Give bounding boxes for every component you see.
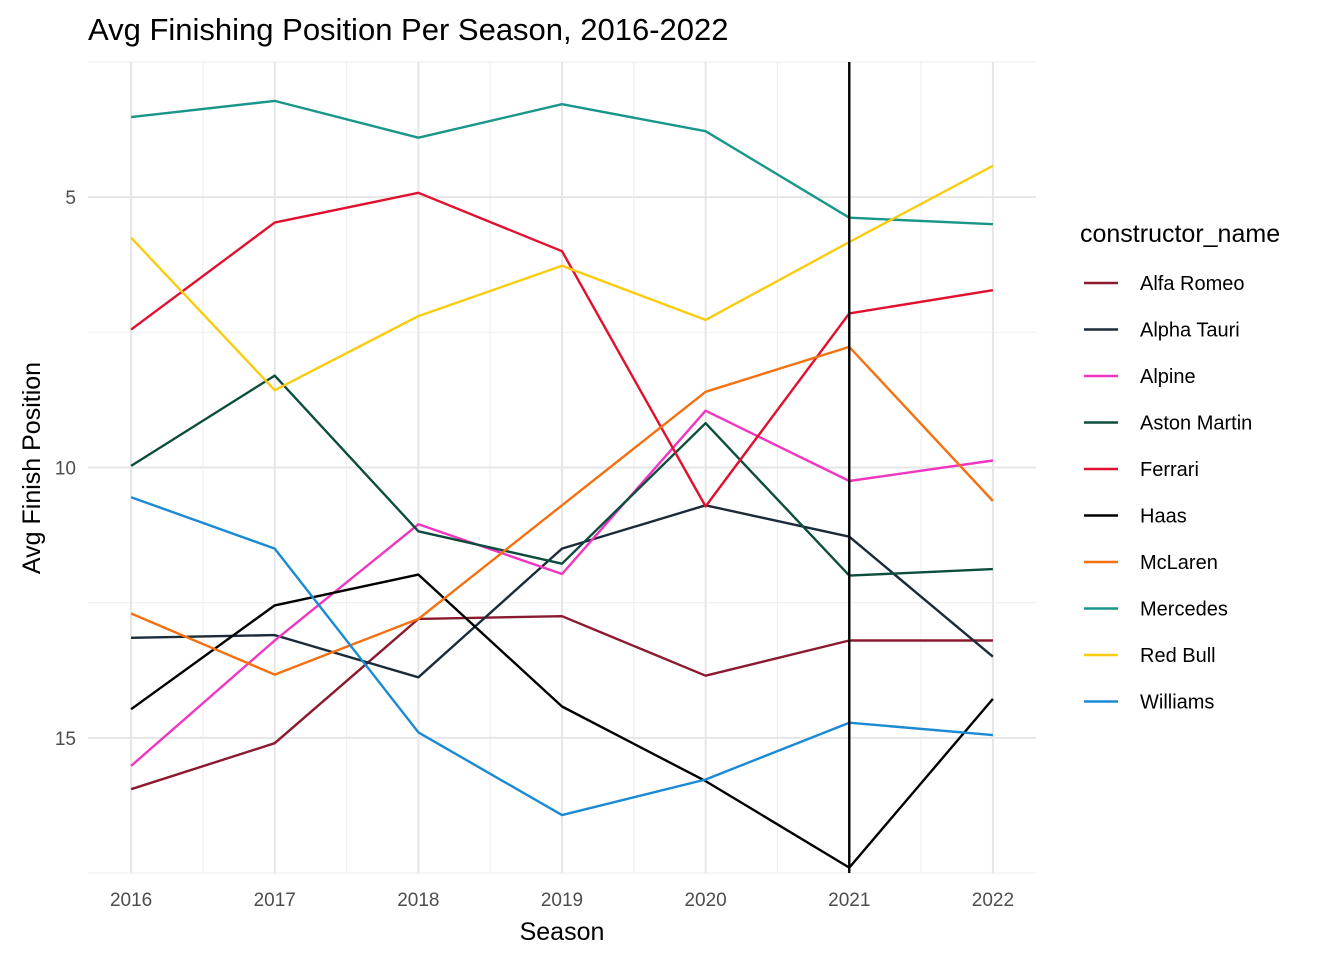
x-tick-label: 2022 <box>972 890 1014 911</box>
legend-label-williams: Williams <box>1140 692 1214 714</box>
y-tick-label: 5 <box>65 188 76 209</box>
x-tick-label: 2017 <box>254 890 296 911</box>
x-tick-label: 2019 <box>541 890 583 911</box>
x-axis-title: Season <box>520 918 605 946</box>
legend-title: constructor_name <box>1080 220 1280 248</box>
y-tick-label: 15 <box>55 729 76 750</box>
legend-label-aston-martin: Aston Martin <box>1140 413 1252 435</box>
legend-label-alpha-tauri: Alpha Tauri <box>1140 320 1240 342</box>
grid <box>88 61 1036 874</box>
legend-label-ferrari: Ferrari <box>1140 459 1199 481</box>
legend: Alfa Romeo Alpha Tauri Alpine Aston Martin F… <box>1084 273 1252 714</box>
x-tick-label: 2021 <box>828 890 870 911</box>
legend-label-alpine: Alpine <box>1140 366 1196 388</box>
legend-label-mercedes: Mercedes <box>1140 599 1228 621</box>
legend-label-red-bull: Red Bull <box>1140 645 1216 667</box>
chart-title: Avg Finishing Position Per Season, 2016-… <box>88 12 729 47</box>
x-tick-label: 2020 <box>684 890 726 911</box>
y-axis-title: Avg Finish Position <box>18 362 46 574</box>
x-tick-label: 2016 <box>110 890 152 911</box>
y-tick-label: 10 <box>55 459 76 480</box>
x-tick-label: 2018 <box>397 890 439 911</box>
legend-label-mclaren: McLaren <box>1140 552 1218 574</box>
legend-label-alfa-romeo: Alfa Romeo <box>1140 273 1245 295</box>
axis-ticks: 2016 2017 2018 2019 2020 2021 2022 5 10 15 <box>55 188 1014 911</box>
legend-label-haas: Haas <box>1140 506 1187 528</box>
